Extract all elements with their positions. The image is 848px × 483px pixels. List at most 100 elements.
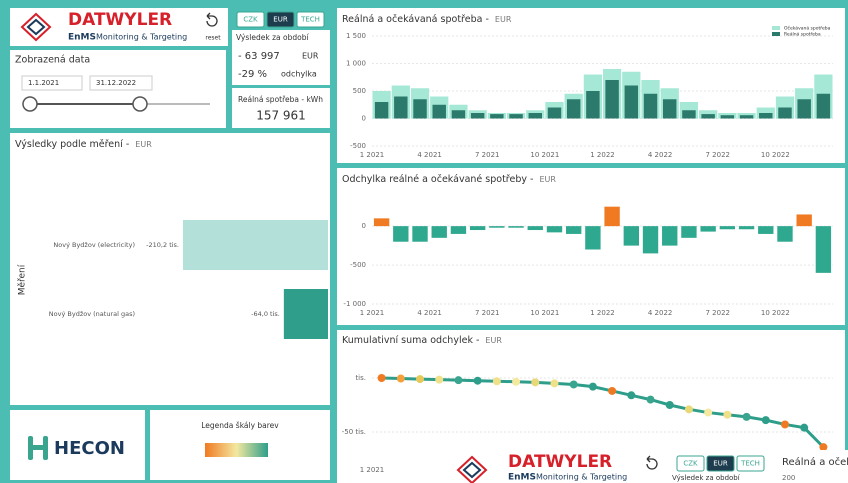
- x-tick-label: 10 2022: [761, 309, 790, 317]
- legend-swatch: [772, 32, 780, 36]
- bar: [566, 226, 582, 234]
- bar: [700, 226, 716, 232]
- bar: [662, 226, 678, 246]
- y-tick-label: -1 000: [343, 300, 366, 308]
- date-to-box[interactable]: [89, 75, 153, 91]
- consumption-panel: [232, 88, 330, 128]
- currency-button[interactable]: [236, 11, 265, 28]
- bar: [432, 104, 446, 119]
- x-tick-label: 7 2021: [475, 151, 500, 159]
- overlay: [447, 450, 848, 483]
- bar: [566, 99, 581, 119]
- x-tick-label: 10 2021: [530, 151, 559, 159]
- bar: [624, 85, 639, 119]
- point: [473, 376, 482, 385]
- point: [396, 374, 405, 383]
- bar: [283, 289, 328, 339]
- bar: [374, 102, 389, 119]
- overlay-chart-title: Reálná a oček: [782, 456, 848, 468]
- chart-title: Kumulativní suma odchylek - EUR: [342, 335, 502, 346]
- point: [550, 379, 559, 388]
- chart-unit: EUR: [135, 140, 152, 149]
- y-tick-label: 0: [362, 115, 366, 123]
- data-label: -64,0 tis.: [251, 310, 280, 318]
- x-tick-label: 10 2021: [530, 309, 559, 317]
- overlay-button: [676, 455, 705, 472]
- bar: [470, 113, 485, 119]
- y-tick-label: 500: [353, 87, 366, 95]
- brand-icon: [20, 12, 52, 42]
- point: [531, 378, 540, 387]
- overlay-button: [736, 455, 765, 472]
- overlay-subtitle: Monitoring & Targeting: [536, 473, 627, 482]
- x-tick-label: 1 2021: [360, 151, 385, 159]
- overlay-tick: 200: [782, 474, 795, 482]
- currency-label[interactable]: EUR: [273, 16, 288, 24]
- point: [819, 443, 828, 452]
- bar: [393, 226, 409, 242]
- chart-title-text: Odchylka reálné a očekávané spotřeby -: [342, 174, 536, 185]
- currency-label[interactable]: CZK: [243, 16, 258, 24]
- bar: [777, 226, 793, 242]
- category-label: Nový Bydžov (electricity): [53, 241, 135, 249]
- bar: [394, 96, 408, 119]
- product: EnMS: [68, 33, 96, 43]
- bar: [739, 115, 754, 119]
- bar: [450, 226, 467, 234]
- bar: [413, 99, 427, 119]
- overlay-button-label: CZK: [683, 460, 698, 468]
- x-tick-label: 7 2021: [475, 309, 500, 317]
- bar: [585, 226, 601, 250]
- y-tick-label: 1 000: [346, 60, 366, 68]
- bar: [490, 114, 504, 119]
- legend-title: Legenda škály barev: [201, 421, 279, 430]
- date-from[interactable]: 1.1.2021: [28, 79, 59, 87]
- bar: [509, 114, 523, 119]
- chart-title: Odchylka reálné a očekávané spotřeby - E…: [342, 174, 556, 185]
- point: [800, 423, 809, 432]
- point: [492, 377, 501, 386]
- overlay-brand: DATWYLER: [508, 452, 612, 472]
- point: [627, 391, 636, 400]
- consumption-title: Reálná spotřeba - kWh: [238, 95, 323, 104]
- point: [646, 395, 655, 404]
- x-tick-label: 1 2022: [590, 151, 615, 159]
- bar: [797, 99, 811, 119]
- x-tick-label: 7 2022: [706, 151, 731, 159]
- consumption-value: 157 961: [256, 109, 306, 123]
- legend-label: Očekávaná spotřeba: [784, 25, 831, 32]
- bar: [547, 107, 562, 119]
- point: [723, 410, 732, 419]
- currency-button[interactable]: [296, 11, 325, 28]
- result-value: - 63 997: [238, 51, 280, 62]
- bar: [759, 113, 773, 119]
- overlay-button: [706, 455, 735, 472]
- currency-label[interactable]: TECH: [300, 16, 320, 24]
- chart-title-text: Reálná a očekávaná spotřeba -: [342, 14, 492, 25]
- brand: DATWYLER: [68, 10, 172, 30]
- date-to[interactable]: 31.12.2022: [96, 79, 136, 87]
- reset-label[interactable]: reset: [205, 35, 221, 42]
- currency-button[interactable]: [266, 11, 295, 28]
- chart-title-text: Kumulativní suma odchylek -: [342, 335, 482, 346]
- legend-label: Reálná spotřeba: [784, 31, 821, 38]
- clip-group: -50 tis. tis. 1 2021: [342, 374, 833, 474]
- x-tick-label: 4 2021: [417, 309, 442, 317]
- x-tick-label: 1 2021: [360, 466, 385, 474]
- bar: [719, 226, 736, 230]
- x-tick-label: 1 2021: [360, 309, 385, 317]
- header-panel: [10, 8, 228, 46]
- slider-handle[interactable]: [132, 96, 148, 112]
- point: [435, 375, 444, 384]
- point: [512, 377, 521, 386]
- chart-unit: EUR: [539, 175, 556, 184]
- reset-icon[interactable]: [206, 12, 218, 27]
- y-tick-label: tis.: [355, 374, 366, 382]
- point: [588, 382, 597, 391]
- chart-unit: EUR: [485, 336, 502, 345]
- point: [780, 420, 789, 429]
- overlay-product: EnMS: [508, 473, 536, 483]
- slider-handle[interactable]: [22, 96, 38, 112]
- date-from-box[interactable]: [21, 75, 83, 91]
